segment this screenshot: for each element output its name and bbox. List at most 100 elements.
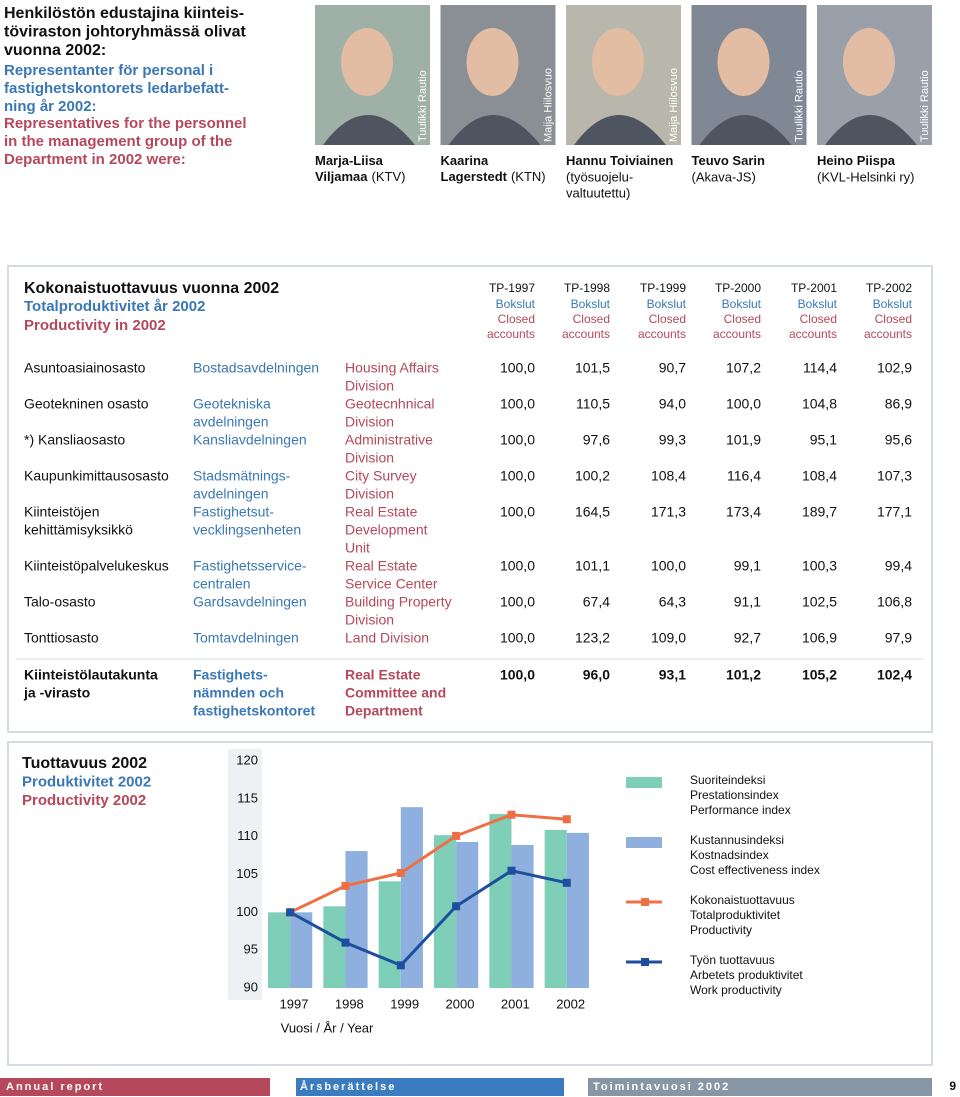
footer-bar <box>0 1078 270 1096</box>
row-label-en: Division <box>345 450 394 466</box>
legend-swatch <box>641 898 649 906</box>
row-label: Asuntoasiainosasto <box>24 360 146 376</box>
row-label-en: Department <box>345 703 423 719</box>
table-title-sv: Totalproduktivitet år 2002 <box>24 298 205 315</box>
row-label: *) Kansliaosasto <box>24 432 125 448</box>
row-label: Kiinteistöpalvelukeskus <box>24 558 169 574</box>
person-name-line: Marja-Liisa <box>315 153 384 168</box>
header-title: vuonna 2002: <box>4 42 106 59</box>
cell: 93,1 <box>659 667 686 683</box>
column-header-en: accounts <box>562 327 610 341</box>
person-org: valtuutettu) <box>566 185 630 200</box>
cell: 99,4 <box>885 558 912 574</box>
row-label-en: City Survey <box>345 468 417 484</box>
header-title-sv: ning år 2002: <box>4 98 97 115</box>
bar <box>566 832 589 988</box>
legend-label: Performance index <box>690 803 791 817</box>
chart-title: Tuottavuus 2002 <box>22 755 147 772</box>
column-header-en: Closed <box>573 312 610 326</box>
photo-body <box>448 115 541 145</box>
table-title: Kokonaistuottavuus vuonna 2002 <box>24 280 279 297</box>
legend-swatch <box>641 958 649 966</box>
legend-label: Prestationsindex <box>690 788 779 802</box>
cell: 102,9 <box>877 360 912 376</box>
x-axis-label: Vuosi / År / Year <box>281 1020 374 1035</box>
footer-text: Toimintavuosi 2002 <box>593 1081 730 1093</box>
page-number: 9 <box>949 1079 956 1093</box>
legend-label: Arbetets produktivitet <box>690 968 803 982</box>
person-name: Lagerstedt <box>441 169 508 184</box>
row-label: kehittämisyksikkö <box>24 522 133 538</box>
photo-body <box>574 115 666 145</box>
photo-credit: Maija Hiilosvuo <box>668 68 680 142</box>
row-label-sv: Stadsmätnings- <box>193 468 291 484</box>
header-title-en: Representatives for the personnel <box>4 115 247 132</box>
x-tick-label: 2002 <box>556 996 585 1011</box>
line-marker <box>452 831 461 840</box>
row-label-sv: Gardsavdelningen <box>193 594 307 610</box>
legend-label: Työn tuottavuus <box>690 953 775 967</box>
row-label-sv: avdelningen <box>193 486 269 502</box>
person-name-line: Lagerstedt (KTN) <box>441 169 546 184</box>
photo-face <box>466 28 519 96</box>
legend-label: Kokonaistuottavuus <box>690 893 795 907</box>
cell: 100,0 <box>500 360 535 376</box>
cell: 100,2 <box>575 468 610 484</box>
legend-swatch <box>626 837 662 848</box>
column-header: TP-2002 <box>866 281 912 295</box>
person-name: Teuvo Sarin <box>692 153 766 168</box>
cell: 108,4 <box>802 468 837 484</box>
row-label-en: Division <box>345 486 394 502</box>
legend-label: Totalproduktivitet <box>690 908 781 922</box>
row-label-sv: centralen <box>193 576 251 592</box>
x-tick-label: 1997 <box>280 996 309 1011</box>
person-name: Viljamaa <box>315 169 368 184</box>
line-marker <box>341 881 350 890</box>
y-tick-label: 105 <box>236 866 258 881</box>
cell: 67,4 <box>583 594 610 610</box>
cell: 97,6 <box>583 432 610 448</box>
photo-body <box>323 115 415 145</box>
column-header-en: accounts <box>487 327 535 341</box>
row-label-en: Housing Affairs <box>345 360 439 376</box>
column-header: TP-1998 <box>564 281 610 295</box>
table-panel <box>7 265 933 733</box>
row-label-en: Real Estate <box>345 558 418 574</box>
photo-face <box>592 28 644 96</box>
footer-bar <box>588 1078 932 1096</box>
person-name: Hannu Toiviainen <box>566 153 673 168</box>
row-label: Geotekninen osasto <box>24 396 149 412</box>
cell: 189,7 <box>802 504 837 520</box>
legend-swatch <box>626 777 662 788</box>
row-label-en: Real Estate <box>345 667 421 683</box>
legend-label: Kostnadsindex <box>690 848 769 862</box>
cell: 100,0 <box>500 558 535 574</box>
cell: 100,0 <box>500 667 535 683</box>
bar <box>544 829 567 988</box>
line-marker <box>452 902 461 911</box>
footer-text: Årsberättelse <box>300 1080 396 1093</box>
y-tick-label: 120 <box>236 752 258 767</box>
cell: 100,0 <box>500 468 535 484</box>
x-tick-label: 2000 <box>446 996 475 1011</box>
row-label-sv: avdelningen <box>193 414 269 430</box>
person-org: (KTV) <box>372 169 406 184</box>
cell: 106,8 <box>877 594 912 610</box>
row-label-sv: Bostadsavdelningen <box>193 360 319 376</box>
row-label: Kiinteistölautakunta <box>24 667 158 683</box>
row-label-sv: Geotekniska <box>193 396 271 412</box>
photo-credit: Tuulikki Rautio <box>417 70 429 142</box>
cell: 92,7 <box>734 630 761 646</box>
person-name: Heino Piispa <box>817 153 896 168</box>
row-label-sv: nämnden och <box>193 685 284 701</box>
x-tick-label: 1998 <box>335 996 364 1011</box>
row-label-en: Division <box>345 414 394 430</box>
photo-face <box>843 28 895 96</box>
cell: 123,2 <box>575 630 610 646</box>
column-header-sv: Bokslut <box>798 297 838 311</box>
cell: 110,5 <box>576 396 610 412</box>
chart-title: Productivity 2002 <box>22 792 146 809</box>
row-label-en: Building Property <box>345 594 452 610</box>
